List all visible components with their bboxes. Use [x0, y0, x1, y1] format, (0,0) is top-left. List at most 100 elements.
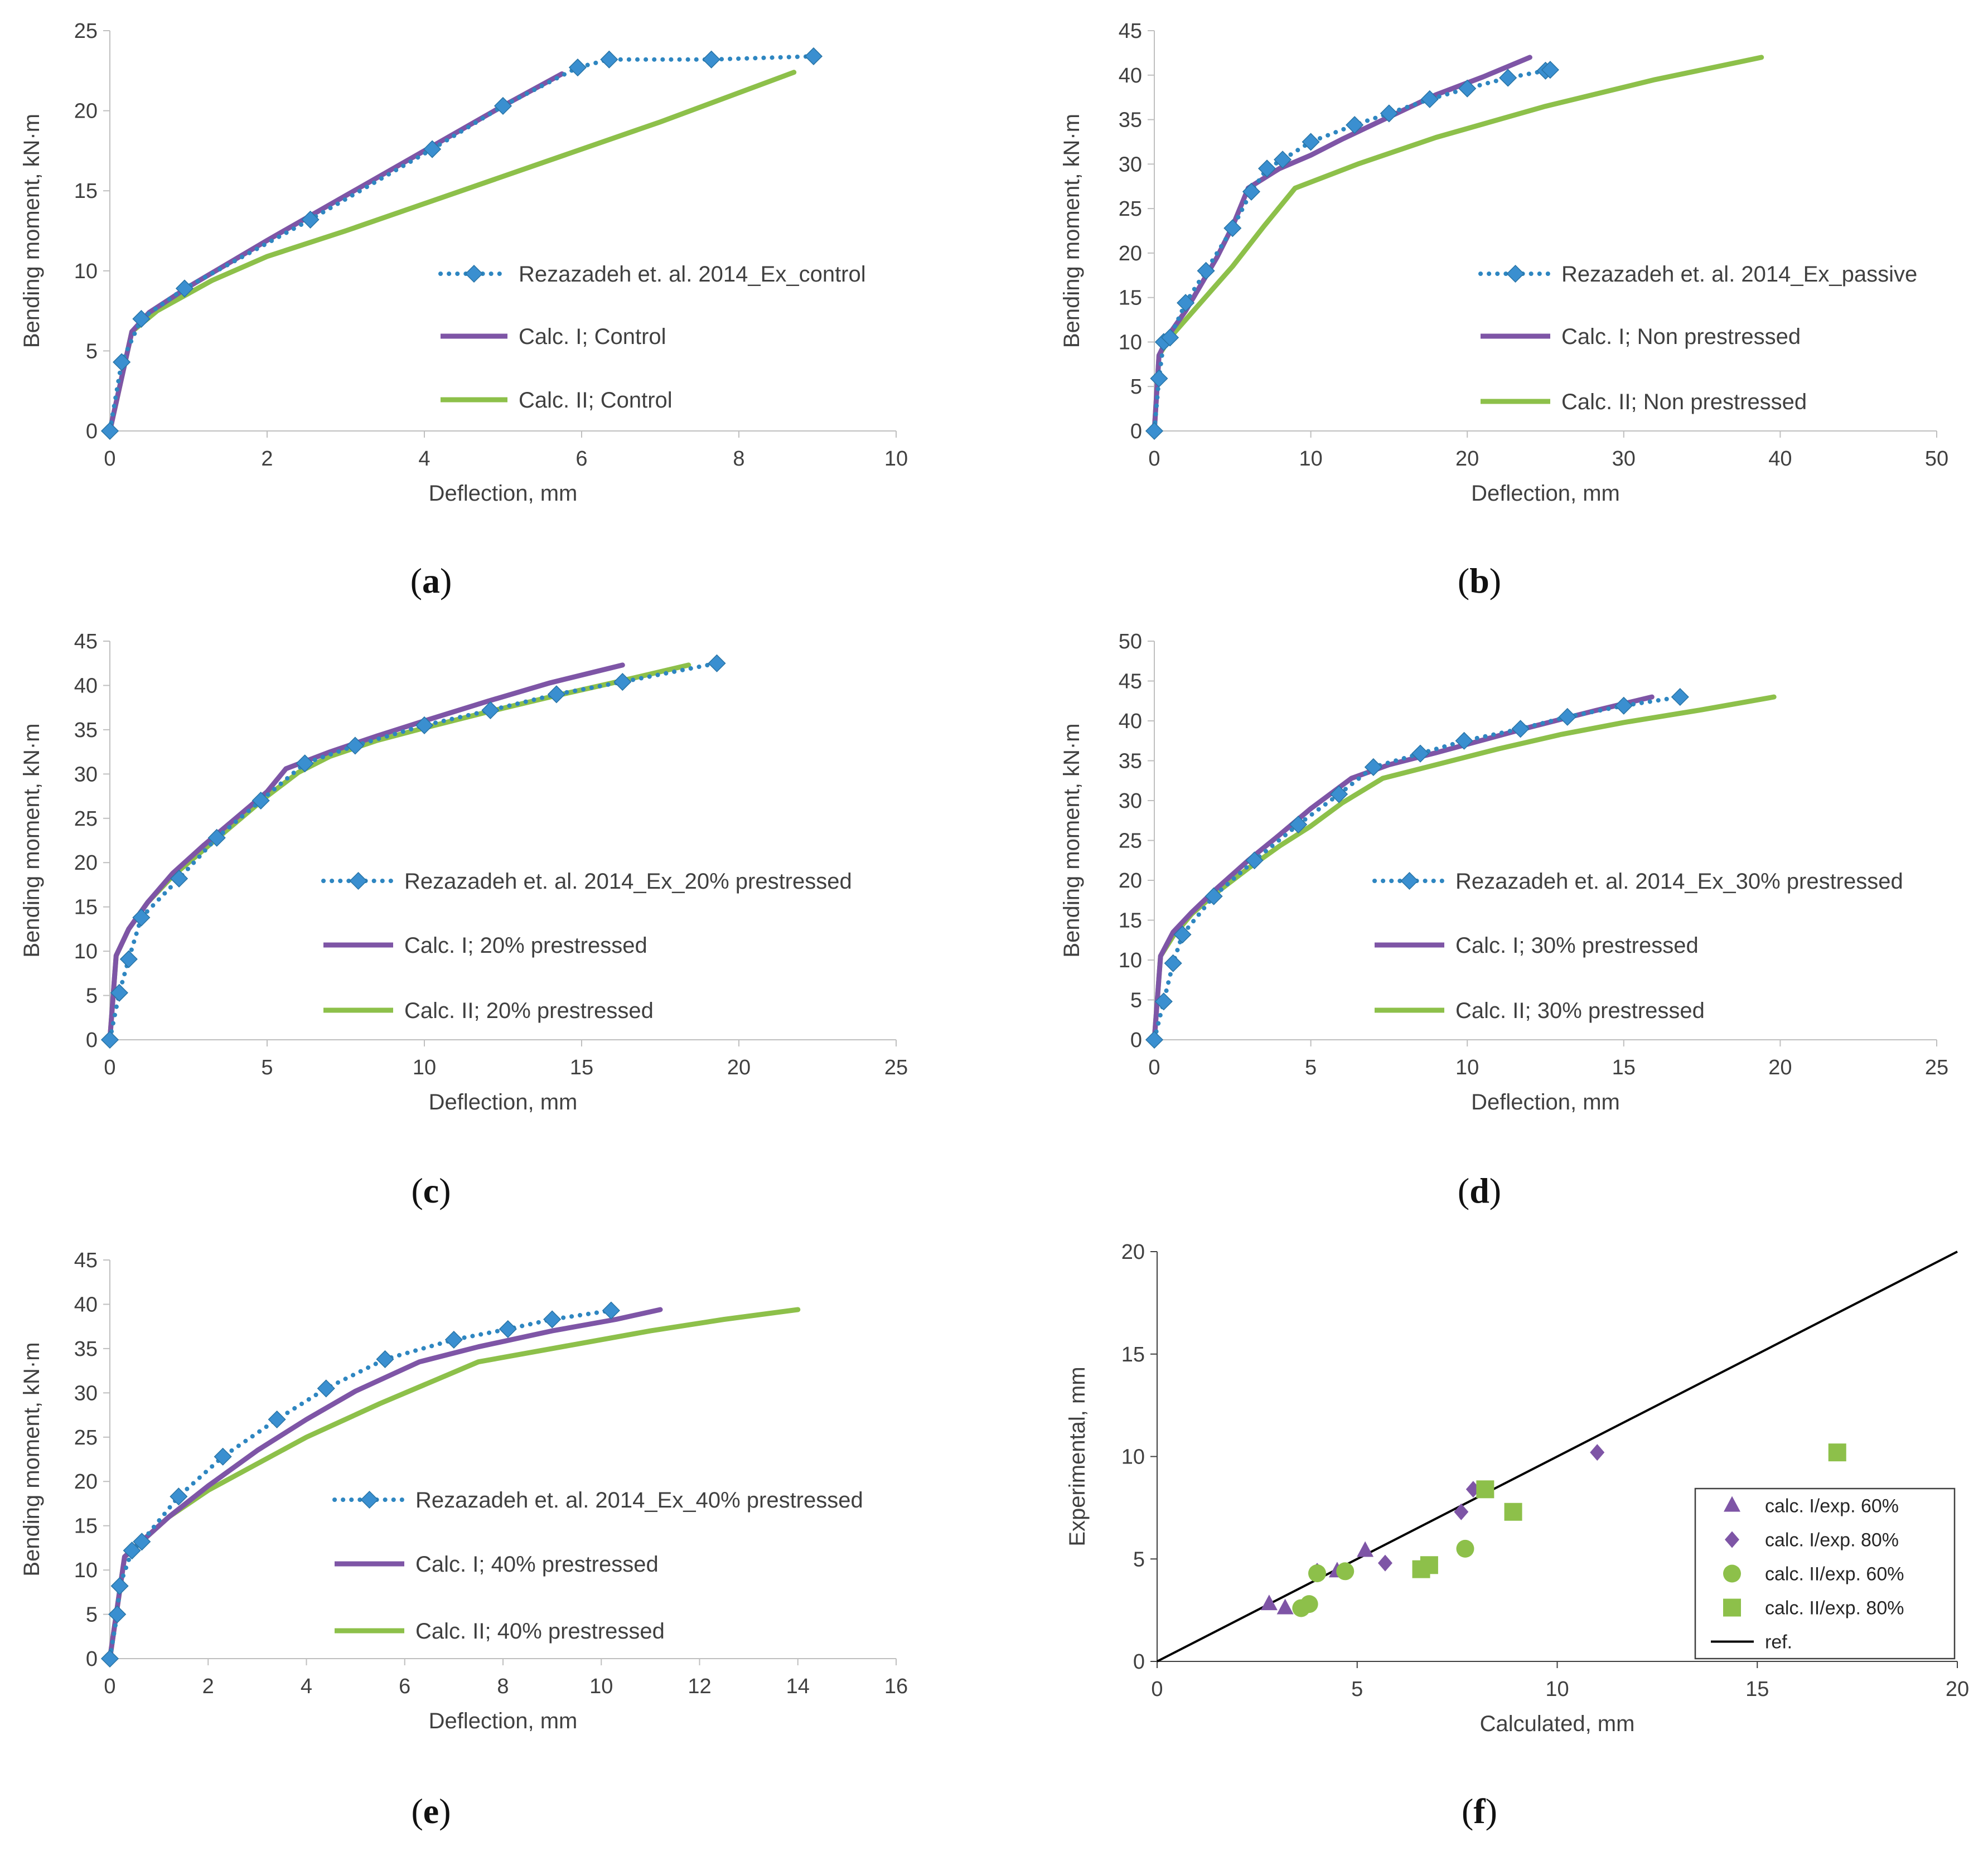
series-calc-ii-control	[107, 70, 797, 434]
legend-item: Calc. II; Control	[441, 388, 673, 413]
data-point	[119, 950, 138, 968]
data-point	[1346, 116, 1364, 134]
data-point	[499, 1320, 517, 1338]
x-tick-label: 4	[418, 447, 430, 471]
legend-label: Calc. II; Control	[519, 388, 673, 413]
data-point	[1302, 133, 1320, 151]
panel-label-open: (	[1458, 1171, 1469, 1210]
panel-label-letter: c	[423, 1171, 439, 1210]
data-point	[1828, 1443, 1846, 1462]
data-point	[1454, 1503, 1469, 1520]
x-tick-label: 0	[1151, 1678, 1163, 1701]
y-tick-label: 35	[1119, 109, 1142, 132]
data-point	[1458, 79, 1477, 98]
series-line	[108, 54, 816, 433]
legend-item: Rezazadeh et. al. 2014_Ex_control	[438, 262, 866, 287]
x-tick-label: 5	[261, 1056, 273, 1079]
data-point	[1223, 219, 1242, 238]
y-tick-label: 0	[86, 1647, 98, 1671]
y-tick-label: 40	[74, 674, 98, 697]
y-tick-label: 5	[86, 1603, 98, 1627]
data-point	[1197, 261, 1215, 280]
data-point	[1300, 1595, 1318, 1613]
y-tick-label: 5	[86, 340, 98, 363]
data-point	[481, 701, 500, 719]
data-point	[346, 736, 364, 755]
chart-panel-f: 0 5 10 15 20 0 5 10 15 20 Calculated, mm Experiment…	[1065, 1240, 1969, 1831]
legend-marker	[1724, 1496, 1740, 1512]
legend-item: calc. I/exp. 60%	[1724, 1496, 1899, 1517]
data-point	[1260, 1595, 1278, 1611]
x-tick-label: 0	[1148, 1056, 1160, 1079]
data-point	[1330, 785, 1348, 803]
x-axis-title: Deflection, mm	[429, 1709, 578, 1733]
y-tick-label: 5	[1130, 989, 1142, 1012]
legend-label: Rezazadeh et. al. 2014_Ex_40% prestresse…	[415, 1488, 863, 1513]
data-point	[1150, 369, 1168, 387]
legend-label: Calc. II; 30% prestressed	[1455, 999, 1705, 1023]
data-point	[602, 1301, 620, 1320]
data-point	[1308, 1564, 1326, 1582]
x-tick-label: 8	[733, 447, 744, 471]
y-tick-label: 20	[1119, 869, 1142, 893]
y-tick-label: 25	[1119, 830, 1142, 853]
panel-label-letter: d	[1469, 1171, 1489, 1210]
data-point	[1476, 1480, 1494, 1499]
data-point	[132, 908, 151, 927]
x-tick-label: 20	[1455, 447, 1479, 471]
legend-item: Rezazadeh et. al. 2014_Ex_30% prestresse…	[1372, 869, 1903, 894]
legend-label: Rezazadeh et. al. 2014_Ex_20% prestresse…	[404, 869, 852, 894]
series-line	[107, 70, 797, 434]
panel-label-close: )	[1486, 1791, 1497, 1831]
x-tick-label: 25	[1925, 1056, 1948, 1079]
data-point	[123, 1542, 141, 1560]
data-point	[1336, 1562, 1355, 1581]
y-tick-label: 15	[74, 180, 98, 203]
data-point	[1164, 954, 1182, 972]
x-tick-label: 14	[786, 1675, 810, 1698]
y-tick-label: 20	[74, 851, 98, 875]
y-axis-title: Bending moment, kN·m	[1060, 114, 1084, 348]
y-axis-title: Bending moment, kN·m	[20, 114, 44, 348]
x-tick-label: 5	[1351, 1678, 1363, 1701]
y-tick-label: 0	[1130, 1029, 1142, 1052]
x-axis-title: Deflection, mm	[1471, 1090, 1620, 1114]
data-point	[613, 673, 632, 691]
legend-label: calc. I/exp. 80%	[1765, 1530, 1899, 1551]
legend: Rezazadeh et. al. 2014_Ex_control Calc. I…	[438, 262, 866, 413]
chart-panel-b: 0 5 10 15 20 25 30 35 40 45 0 10 20 30 40 50 Deflection,…	[1060, 20, 1948, 600]
data-point	[702, 50, 720, 69]
y-tick-label: 50	[1119, 630, 1142, 653]
y-axis-title: Bending moment, kN·m	[20, 723, 44, 957]
y-tick-label: 0	[86, 1029, 98, 1052]
x-tick-label: 0	[1148, 447, 1160, 471]
data-point	[301, 210, 320, 229]
data-point	[1377, 1554, 1392, 1572]
legend-label: Rezazadeh et. al. 2014_Ex_30% prestresse…	[1455, 869, 1903, 894]
series-calc-i-30-prestressed	[1152, 694, 1655, 1043]
y-tick-label: 25	[1119, 197, 1142, 221]
data-point	[1177, 294, 1195, 312]
legend-item: Rezazadeh et. al. 2014_Ex_passive	[1478, 262, 1917, 287]
data-point	[1242, 182, 1261, 201]
series-calc-ii-exp-80	[1412, 1443, 1846, 1578]
y-tick-label: 45	[1119, 670, 1142, 694]
legend-marker	[1506, 264, 1525, 283]
x-tick-label: 6	[575, 447, 587, 471]
data-point	[110, 1577, 129, 1595]
x-tick-label: 10	[1455, 1056, 1479, 1079]
data-point	[1276, 1598, 1294, 1615]
legend-label: ref.	[1765, 1632, 1792, 1653]
data-point	[415, 716, 434, 735]
y-tick-label: 35	[74, 1337, 98, 1361]
series-line	[107, 662, 625, 1043]
data-point	[1357, 1541, 1374, 1557]
data-point	[113, 353, 131, 371]
data-point	[100, 421, 119, 440]
series-line	[1152, 67, 1552, 433]
data-point	[423, 140, 442, 158]
y-tick-label: 25	[74, 1426, 98, 1450]
data-point	[1145, 1030, 1164, 1049]
data-point	[1257, 159, 1276, 178]
x-axis-title: Deflection, mm	[429, 1090, 578, 1114]
